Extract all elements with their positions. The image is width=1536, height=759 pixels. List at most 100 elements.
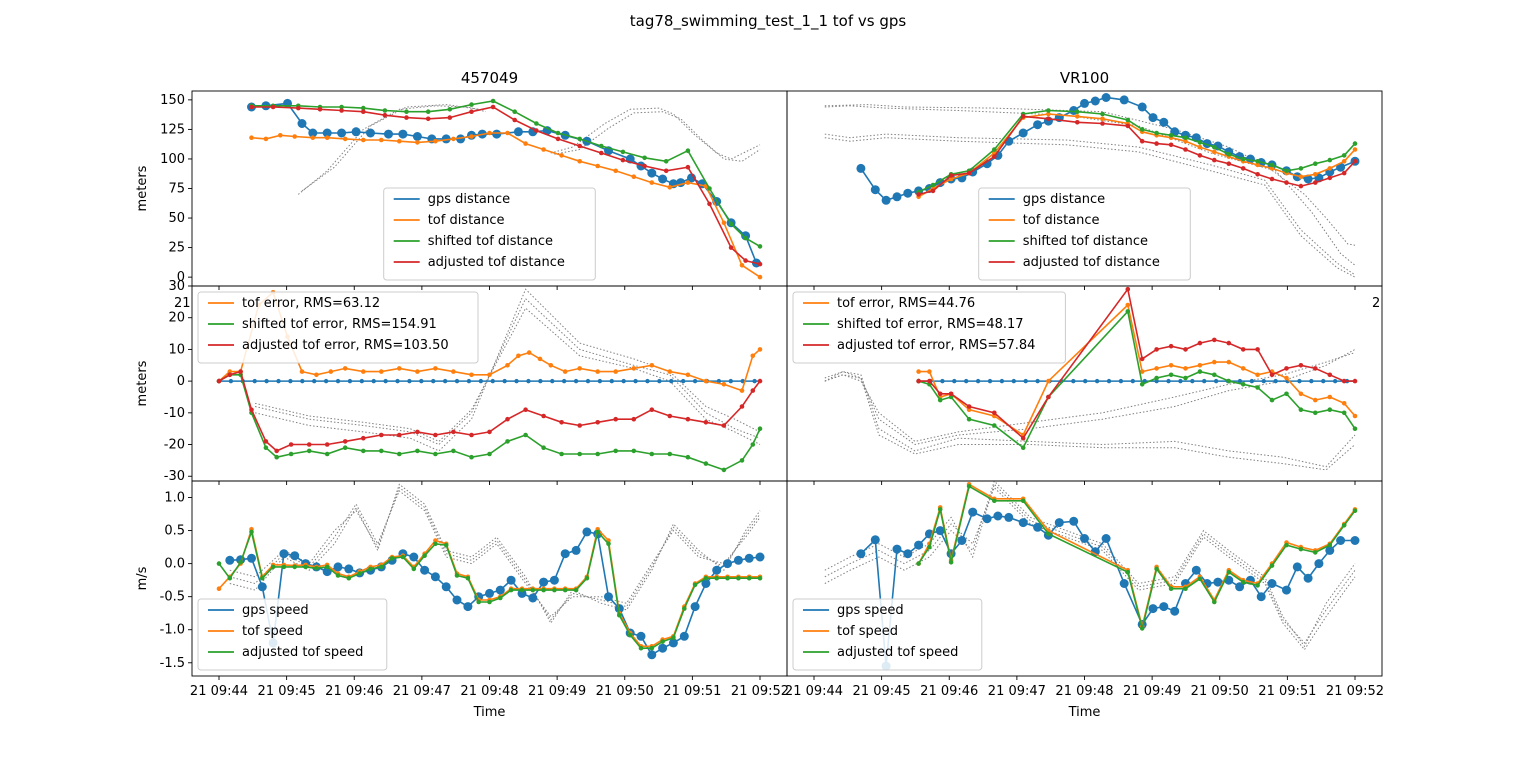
y-tick-label: -30 — [164, 469, 185, 484]
data-point — [395, 378, 400, 384]
data-point — [1327, 542, 1333, 548]
data-point — [506, 575, 516, 585]
figure-title: tag78_swimming_test_1_1 tof vs gps — [630, 12, 907, 31]
data-point — [903, 188, 913, 198]
reference-line — [254, 288, 761, 452]
x-tick-label: 21 09:52 — [731, 684, 789, 699]
data-point — [679, 631, 689, 641]
series-line — [918, 109, 1356, 193]
data-point — [1226, 161, 1232, 166]
legend-label: tof speed — [242, 624, 303, 639]
data-point — [1125, 117, 1131, 123]
data-point — [469, 372, 474, 378]
x-tick-label: 21 09:48 — [1055, 684, 1113, 699]
data-point — [703, 575, 709, 581]
y-tick-label: 0.5 — [164, 524, 185, 539]
data-point — [225, 555, 235, 565]
data-point — [454, 573, 460, 578]
data-point — [993, 511, 1003, 521]
series-tof — [216, 290, 763, 393]
data-point — [534, 128, 539, 133]
data-point — [306, 448, 312, 454]
y-tick-label: 10 — [168, 342, 185, 357]
data-point — [238, 560, 243, 565]
data-point — [1130, 378, 1136, 384]
data-point — [279, 549, 289, 559]
data-point — [342, 439, 348, 444]
data-point — [856, 549, 866, 559]
data-point — [658, 643, 668, 653]
data-point — [409, 552, 419, 562]
data-point — [270, 564, 276, 570]
data-point — [750, 442, 756, 447]
data-point — [930, 182, 936, 188]
data-point — [216, 586, 222, 591]
data-point — [361, 369, 366, 374]
data-point — [1255, 372, 1260, 378]
x-tick-label: 21 09:50 — [596, 684, 654, 699]
data-point — [856, 163, 866, 173]
data-point — [1125, 286, 1131, 292]
reference-line — [824, 483, 1356, 644]
data-point — [746, 575, 752, 581]
data-point — [466, 378, 472, 384]
legend-label: tof distance — [428, 213, 505, 228]
data-point — [744, 553, 754, 563]
data-point — [490, 98, 496, 104]
data-point — [303, 564, 308, 570]
data-point — [337, 128, 347, 138]
data-point — [1313, 550, 1318, 555]
data-point — [992, 147, 997, 152]
legend: gps distance tof distance shifted tof dist… — [383, 187, 596, 281]
data-point — [447, 107, 453, 112]
data-point — [562, 587, 568, 593]
data-point — [685, 416, 691, 422]
data-point — [1046, 116, 1051, 122]
data-point — [577, 143, 582, 149]
data-point — [1269, 372, 1275, 378]
data-point — [1341, 401, 1347, 406]
data-point — [1313, 366, 1318, 371]
data-point — [335, 573, 341, 578]
data-point — [382, 108, 388, 113]
data-point — [743, 235, 748, 241]
data-point — [1284, 366, 1289, 371]
data-point — [227, 575, 233, 581]
data-point — [328, 369, 334, 374]
data-point — [638, 645, 644, 651]
data-point — [451, 369, 456, 374]
data-point — [916, 369, 921, 374]
data-point — [1020, 435, 1026, 441]
legend-label: shifted tof distance — [1023, 234, 1148, 249]
data-point — [1212, 337, 1217, 343]
data-point — [433, 138, 438, 144]
data-point — [451, 136, 456, 142]
data-point — [238, 369, 243, 374]
data-point — [324, 135, 330, 140]
legend-label: adjusted tof error, RMS=103.50 — [242, 338, 449, 353]
data-point — [1313, 180, 1318, 185]
legend: gps speed tof speed adjusted tof speed — [197, 598, 388, 671]
subplot-3-1: -1.5 -1.0 -0.5 0.0 0.5 1.0 m/s 21 09:44 21 09:45… — [135, 480, 789, 720]
data-point — [537, 356, 543, 362]
data-point — [1168, 142, 1174, 148]
reference-line — [554, 111, 761, 162]
x-tick-label: 21 09:47 — [393, 684, 451, 699]
data-point — [966, 170, 972, 176]
data-point — [541, 445, 546, 451]
data-point — [755, 552, 765, 562]
data-point — [344, 564, 354, 574]
legend-label: tof error, RMS=44.76 — [837, 296, 975, 311]
data-point — [1148, 604, 1158, 614]
data-point — [1183, 586, 1188, 591]
data-point — [559, 420, 564, 425]
data-point — [502, 378, 507, 384]
data-point — [631, 448, 637, 454]
data-point — [1284, 542, 1289, 548]
data-point — [1327, 175, 1333, 181]
data-point — [682, 606, 687, 611]
data-point — [361, 448, 366, 454]
data-point — [1100, 121, 1105, 126]
data-point — [1118, 378, 1124, 384]
data-point — [703, 378, 709, 384]
